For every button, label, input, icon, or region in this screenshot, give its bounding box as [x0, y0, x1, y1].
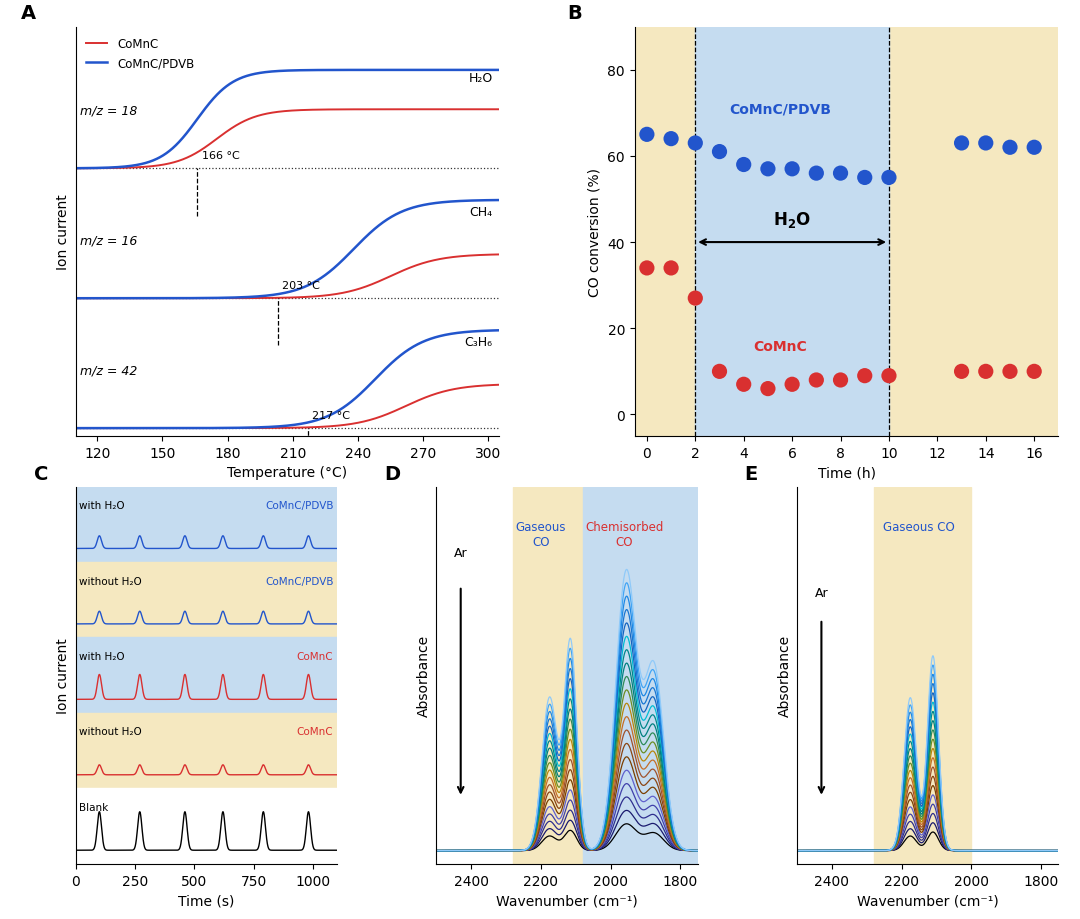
Point: [759, 163, 777, 177]
Text: 217 °C: 217 °C: [312, 411, 350, 421]
Text: CoMnC/PDVB: CoMnC/PDVB: [265, 501, 334, 511]
Text: Gaseous
CO: Gaseous CO: [515, 520, 566, 548]
Y-axis label: Absorbance: Absorbance: [417, 634, 431, 717]
CoMnC/PDVB: [434, 65, 447, 76]
CoMnC: [434, 105, 447, 116]
Point: [735, 158, 753, 173]
Point: [687, 136, 704, 151]
Text: CoMnC: CoMnC: [297, 652, 334, 662]
Text: E: E: [745, 464, 758, 483]
Bar: [583, 487, 698, 864]
CoMnC: [390, 105, 403, 116]
X-axis label: Wavenumber (cm⁻¹): Wavenumber (cm⁻¹): [496, 893, 638, 907]
Point: [759, 381, 777, 396]
Point: [1026, 365, 1043, 380]
Point: [880, 171, 897, 186]
Point: [880, 369, 897, 383]
Line: CoMnC/PDVB: CoMnC/PDVB: [76, 71, 499, 169]
Point: [1001, 141, 1018, 155]
Text: without H₂O: without H₂O: [79, 727, 141, 737]
Point: [783, 378, 800, 392]
Text: CoMnC/PDVB: CoMnC/PDVB: [265, 576, 334, 586]
Line: CoMnC: CoMnC: [76, 110, 499, 169]
Point: [687, 291, 704, 306]
Text: m/z = 42: m/z = 42: [80, 364, 137, 377]
Text: m/z = 18: m/z = 18: [80, 104, 137, 117]
CoMnC: [69, 164, 82, 175]
Point: [711, 145, 728, 160]
Text: without H₂O: without H₂O: [79, 576, 141, 586]
Point: [808, 373, 825, 388]
CoMnC: [95, 164, 108, 175]
Point: [638, 128, 656, 142]
Point: [783, 163, 800, 177]
CoMnC/PDVB: [95, 163, 108, 174]
Point: [735, 378, 753, 392]
CoMnC/PDVB: [339, 65, 352, 76]
Text: 203 °C: 203 °C: [282, 281, 320, 291]
Point: [977, 136, 995, 151]
Text: $\mathbf{H_2O}$: $\mathbf{H_2O}$: [773, 210, 811, 230]
Point: [662, 261, 679, 276]
Text: m/z = 16: m/z = 16: [80, 233, 137, 247]
CoMnC: [315, 105, 328, 116]
Bar: [513, 487, 583, 864]
X-axis label: Temperature (°C): Temperature (°C): [228, 466, 348, 480]
Point: [977, 365, 995, 380]
Text: with H₂O: with H₂O: [79, 652, 125, 662]
Point: [662, 132, 679, 147]
Text: Blank: Blank: [79, 802, 108, 812]
Point: [856, 369, 874, 383]
Point: [638, 261, 656, 276]
Bar: [874, 487, 971, 864]
Text: CoMnC: CoMnC: [753, 339, 807, 354]
Bar: [76, 487, 337, 562]
Text: B: B: [567, 5, 582, 23]
Bar: [76, 713, 337, 789]
Text: Ar: Ar: [454, 547, 468, 560]
Y-axis label: CO conversion (%): CO conversion (%): [588, 167, 602, 297]
Legend: CoMnC, CoMnC/PDVB: CoMnC, CoMnC/PDVB: [81, 33, 199, 74]
CoMnC/PDVB: [326, 65, 339, 76]
Text: C₃H₆: C₃H₆: [464, 335, 492, 348]
Text: A: A: [21, 5, 36, 23]
Point: [711, 365, 728, 380]
CoMnC: [492, 105, 505, 116]
Point: [953, 136, 970, 151]
Y-axis label: Absorbance: Absorbance: [778, 634, 792, 717]
Point: [808, 166, 825, 181]
Y-axis label: Ion current: Ion current: [56, 194, 70, 270]
Point: [856, 171, 874, 186]
Bar: [696, 28, 889, 437]
Text: 166 °C: 166 °C: [202, 152, 240, 161]
Y-axis label: Ion current: Ion current: [56, 638, 70, 713]
CoMnC: [326, 105, 339, 116]
Text: CoMnC: CoMnC: [297, 727, 334, 737]
Bar: [76, 789, 337, 864]
Text: Gaseous CO: Gaseous CO: [883, 520, 955, 533]
Text: CoMnC/PDVB: CoMnC/PDVB: [729, 103, 831, 117]
CoMnC/PDVB: [492, 65, 505, 76]
Point: [1026, 141, 1043, 155]
X-axis label: Time (s): Time (s): [178, 893, 234, 907]
CoMnC/PDVB: [390, 65, 403, 76]
Text: D: D: [384, 464, 401, 483]
Bar: [76, 562, 337, 638]
Text: Ar: Ar: [814, 586, 828, 599]
Point: [832, 166, 849, 181]
CoMnC/PDVB: [69, 164, 82, 175]
Text: C: C: [33, 464, 49, 483]
Text: CH₄: CH₄: [470, 206, 492, 219]
Point: [832, 373, 849, 388]
Point: [953, 365, 970, 380]
Point: [1001, 365, 1018, 380]
CoMnC/PDVB: [315, 65, 328, 76]
Bar: [76, 638, 337, 713]
X-axis label: Time (h): Time (h): [818, 466, 876, 480]
Text: H₂O: H₂O: [469, 73, 492, 85]
Text: with H₂O: with H₂O: [79, 501, 125, 511]
CoMnC: [339, 105, 352, 116]
X-axis label: Wavenumber (cm⁻¹): Wavenumber (cm⁻¹): [856, 893, 999, 907]
Text: Chemisorbed
CO: Chemisorbed CO: [585, 520, 664, 548]
